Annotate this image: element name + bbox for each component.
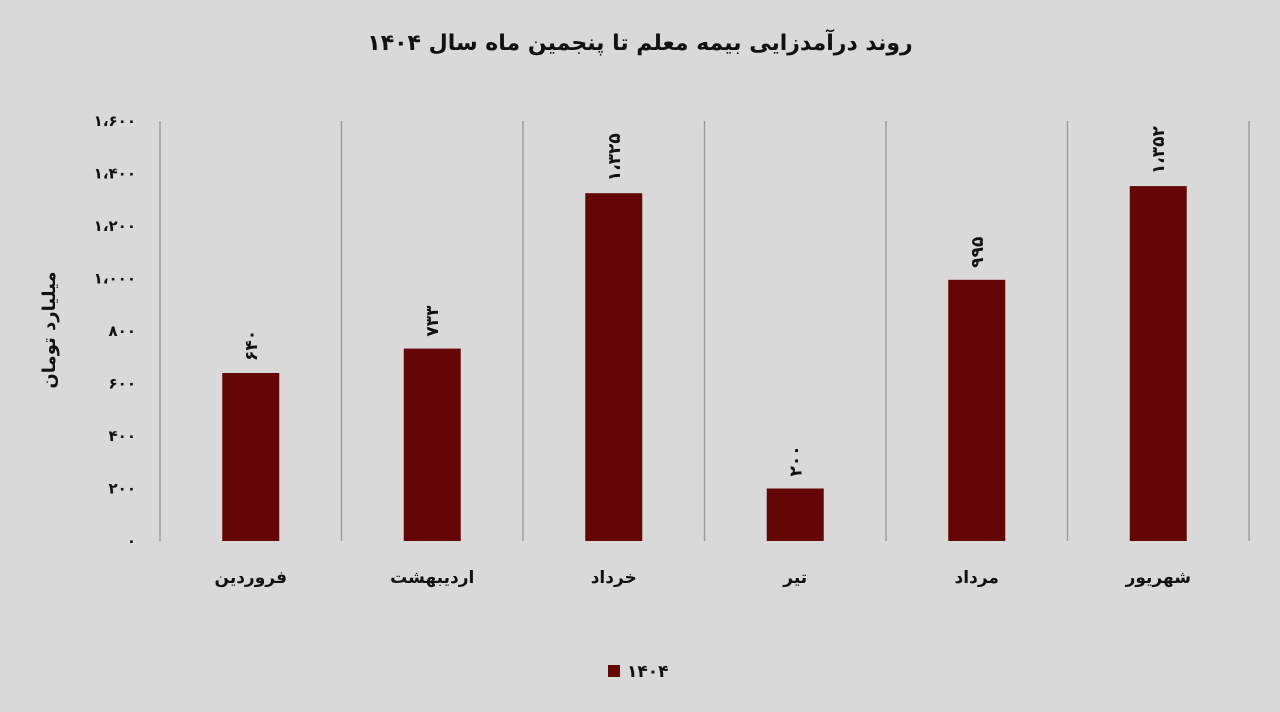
y-tick-label: ۴۰۰ <box>109 427 136 445</box>
data-label: ۲۰۰ <box>786 445 806 476</box>
gridlines <box>159 121 1250 541</box>
data-label: ۷۳۳ <box>423 305 443 337</box>
data-label: ۱،۳۲۵ <box>605 133 625 181</box>
bar <box>948 279 1006 541</box>
y-axis-label: میلیارد تومان <box>39 271 60 388</box>
x-tick-label: اردیبهشت <box>390 568 474 588</box>
bars <box>222 186 1187 541</box>
data-labels: ۶۴۰ ۷۳۳ ۱،۳۲۵ ۲۰۰ ۹۹۵ ۱،۳۵۲ <box>242 126 1170 477</box>
y-axis-ticks: ۰ ۲۰۰ ۴۰۰ ۶۰۰ ۸۰۰ ۱،۰۰۰ ۱،۲۰۰ ۱،۴۰۰ ۱،۶۰۰ <box>94 112 136 550</box>
bar <box>222 373 280 541</box>
y-tick-label: ۱،۲۰۰ <box>94 217 136 235</box>
x-tick-label: شهریور <box>1125 568 1191 588</box>
y-tick-label: ۱،۴۰۰ <box>94 165 136 183</box>
bar <box>403 348 461 541</box>
legend-swatch <box>608 665 620 677</box>
bar <box>1129 186 1187 541</box>
x-axis-ticks: فروردین اردیبهشت خرداد تیر مرداد شهریور <box>215 568 1191 588</box>
data-label: ۹۹۵ <box>968 237 988 268</box>
data-label: ۶۴۰ <box>242 330 262 361</box>
x-tick-label: تیر <box>782 568 807 588</box>
data-label: ۱،۳۵۲ <box>1149 126 1169 175</box>
x-tick-label: مرداد <box>955 568 999 588</box>
y-tick-label: ۸۰۰ <box>109 322 136 340</box>
bar <box>766 488 824 541</box>
y-tick-label: ۱،۰۰۰ <box>94 270 136 288</box>
y-tick-label: ۲۰۰ <box>109 480 136 498</box>
legend: ۱۴۰۴ <box>608 662 669 682</box>
x-tick-label: فروردین <box>215 568 287 588</box>
y-tick-label: ۶۰۰ <box>109 375 136 393</box>
legend-label: ۱۴۰۴ <box>627 662 669 682</box>
y-tick-label: ۰ <box>127 532 136 550</box>
chart-title: روند درآمدزایی بیمه معلم تا پنجمین ماه س… <box>367 28 912 56</box>
bar <box>585 193 643 541</box>
y-tick-label: ۱،۶۰۰ <box>94 112 136 130</box>
x-tick-label: خرداد <box>591 568 637 588</box>
